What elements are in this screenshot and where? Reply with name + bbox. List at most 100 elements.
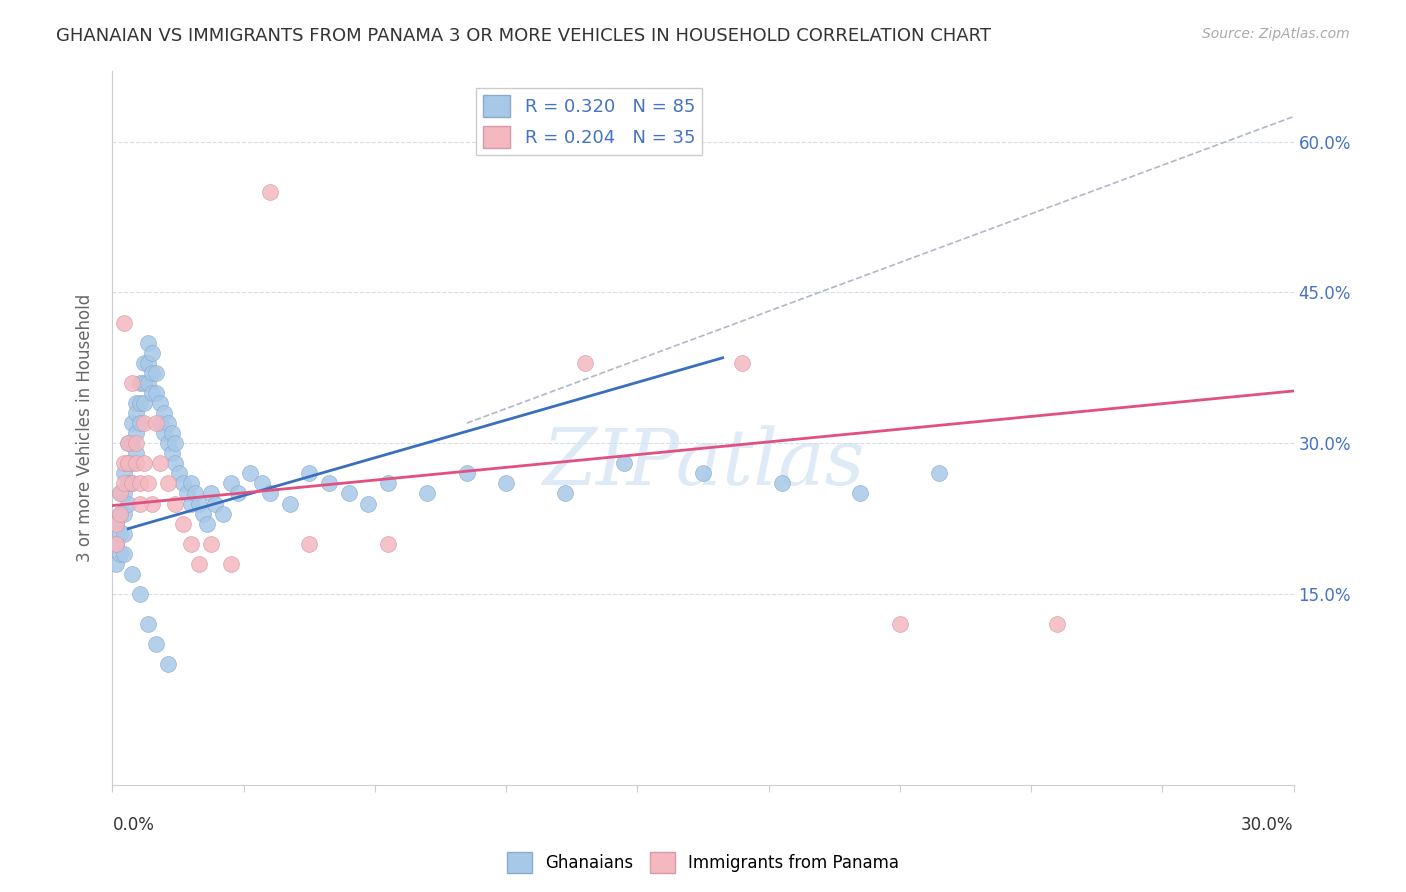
Point <box>129 376 152 390</box>
Point <box>121 456 143 470</box>
Text: 0.0%: 0.0% <box>112 815 155 833</box>
Point <box>574 356 596 370</box>
Point <box>149 416 172 430</box>
Point <box>141 386 163 401</box>
Point <box>141 366 163 380</box>
Point <box>136 617 159 632</box>
Point <box>117 436 139 450</box>
Point <box>250 476 273 491</box>
Point <box>613 456 636 470</box>
Point <box>357 497 380 511</box>
Point <box>117 456 139 470</box>
Point <box>165 436 187 450</box>
Point <box>176 486 198 500</box>
Point <box>156 436 179 450</box>
Point <box>191 507 214 521</box>
Point <box>132 356 155 370</box>
Point <box>110 486 132 500</box>
Point <box>298 467 321 481</box>
Legend: R = 0.320   N = 85, R = 0.204   N = 35: R = 0.320 N = 85, R = 0.204 N = 35 <box>475 87 702 155</box>
Point <box>145 416 167 430</box>
Point <box>145 386 167 401</box>
Point <box>105 557 128 571</box>
Point <box>117 476 139 491</box>
Point <box>228 486 250 500</box>
Text: ZIPatlas: ZIPatlas <box>541 425 865 502</box>
Point <box>117 497 139 511</box>
Point <box>132 396 155 410</box>
Point <box>105 516 128 531</box>
Text: 30.0%: 30.0% <box>1241 815 1294 833</box>
Point <box>337 486 360 500</box>
Point <box>188 557 211 571</box>
Point <box>110 486 132 500</box>
Point <box>165 497 187 511</box>
Point <box>129 396 152 410</box>
Point <box>219 557 242 571</box>
Point <box>259 486 281 500</box>
Point <box>136 356 159 370</box>
Point <box>172 476 194 491</box>
Point <box>112 467 135 481</box>
Point <box>204 497 226 511</box>
Point <box>125 436 148 450</box>
Point <box>416 486 439 500</box>
Point <box>145 637 167 651</box>
Point <box>152 426 174 441</box>
Point <box>172 516 194 531</box>
Point <box>110 507 132 521</box>
Point <box>117 436 139 450</box>
Point <box>136 376 159 390</box>
Legend: Ghanaians, Immigrants from Panama: Ghanaians, Immigrants from Panama <box>501 846 905 880</box>
Point <box>219 476 242 491</box>
Point <box>298 537 321 551</box>
Point <box>105 516 128 531</box>
Point <box>377 537 399 551</box>
Point <box>156 416 179 430</box>
Point <box>889 617 911 632</box>
Point <box>112 507 135 521</box>
Point <box>456 467 478 481</box>
Point <box>169 467 191 481</box>
Point <box>112 476 135 491</box>
Point <box>112 316 135 330</box>
Point <box>278 497 301 511</box>
Point <box>141 345 163 359</box>
Point <box>239 467 262 481</box>
Point <box>160 426 183 441</box>
Point <box>112 547 135 561</box>
Point <box>259 185 281 199</box>
Point <box>692 467 714 481</box>
Point <box>149 456 172 470</box>
Point <box>165 456 187 470</box>
Point <box>849 486 872 500</box>
Point <box>180 476 202 491</box>
Point <box>136 476 159 491</box>
Point <box>129 497 152 511</box>
Point <box>125 446 148 460</box>
Point <box>152 406 174 420</box>
Point <box>211 507 233 521</box>
Point <box>141 497 163 511</box>
Point <box>377 476 399 491</box>
Point <box>129 587 152 601</box>
Point <box>160 446 183 460</box>
Point <box>112 526 135 541</box>
Point <box>125 426 148 441</box>
Point <box>121 476 143 491</box>
Point <box>495 476 517 491</box>
Text: GHANAIAN VS IMMIGRANTS FROM PANAMA 3 OR MORE VEHICLES IN HOUSEHOLD CORRELATION C: GHANAIAN VS IMMIGRANTS FROM PANAMA 3 OR … <box>56 27 991 45</box>
Point <box>129 416 152 430</box>
Point <box>112 486 135 500</box>
Point <box>156 476 179 491</box>
Point <box>125 406 148 420</box>
Point <box>200 486 222 500</box>
Point <box>156 657 179 672</box>
Point <box>200 537 222 551</box>
Point <box>105 537 128 551</box>
Point <box>121 566 143 581</box>
Point <box>149 396 172 410</box>
Point <box>136 335 159 350</box>
Point <box>110 547 132 561</box>
Text: Source: ZipAtlas.com: Source: ZipAtlas.com <box>1202 27 1350 41</box>
